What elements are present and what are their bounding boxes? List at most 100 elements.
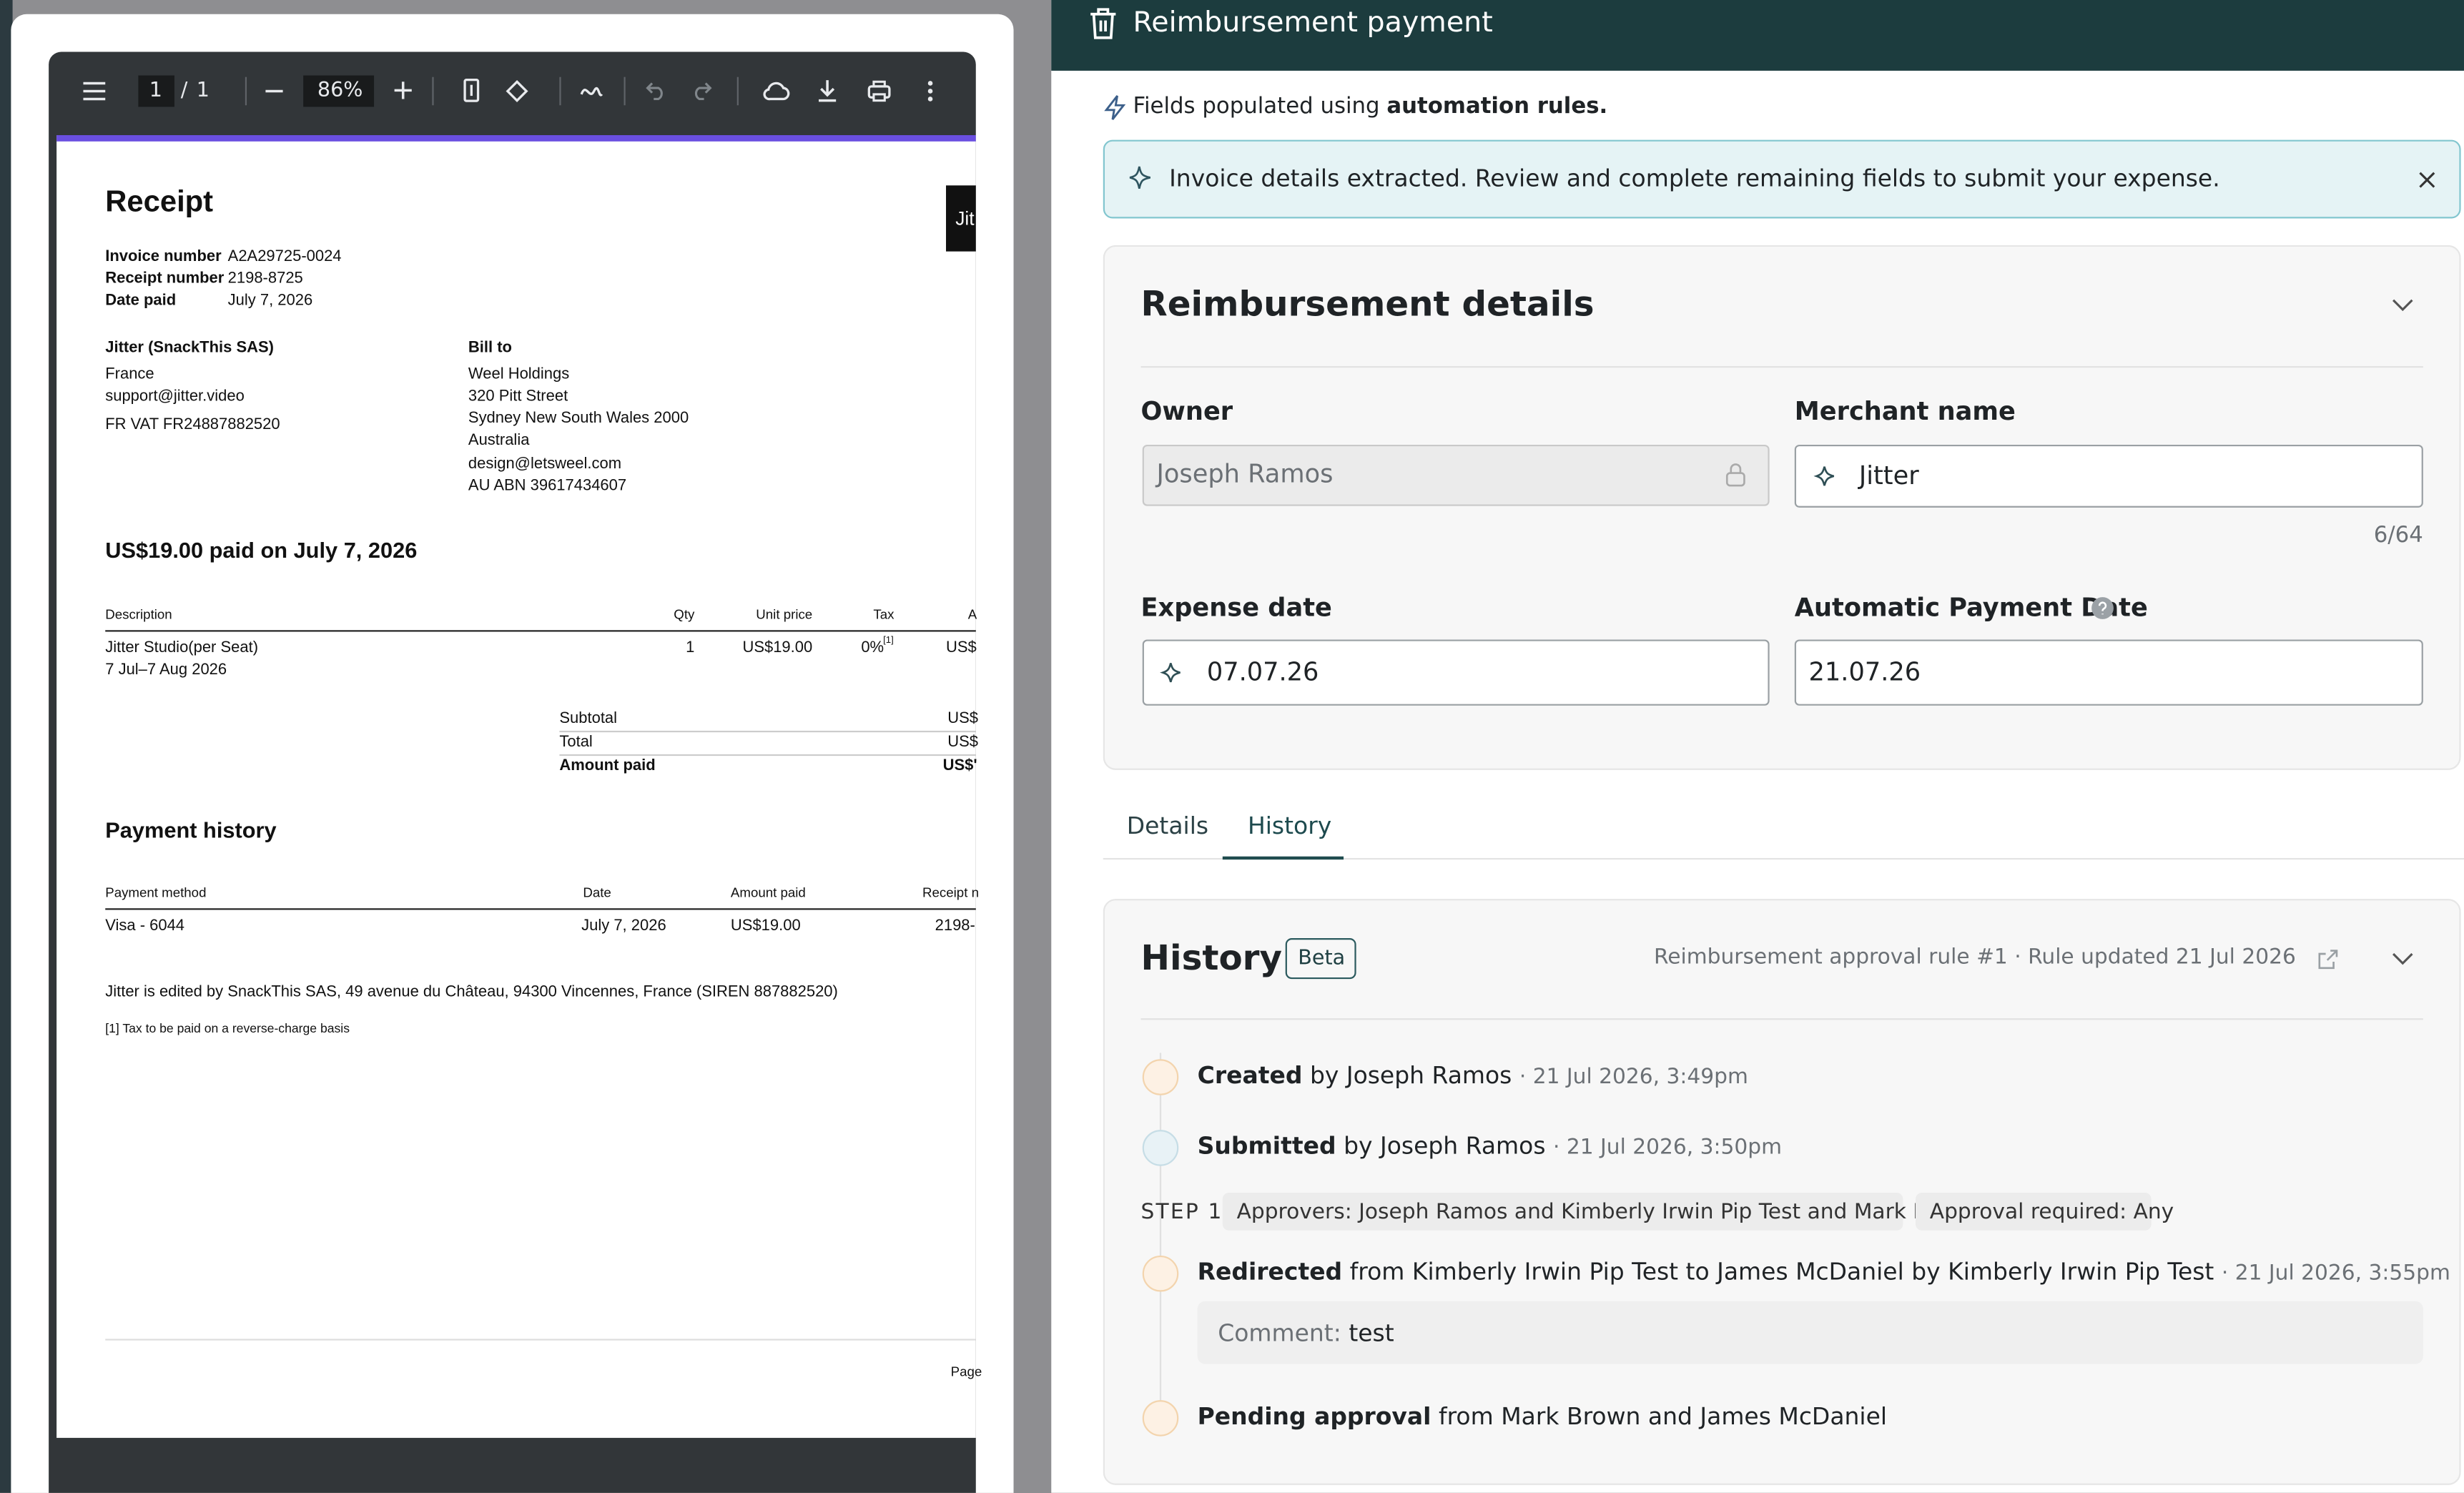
merchant-input[interactable] <box>1794 444 2423 508</box>
zoom-in[interactable] <box>394 82 412 99</box>
separator <box>245 77 247 106</box>
redo-icon[interactable] <box>691 82 712 100</box>
zoom-out[interactable] <box>265 89 283 93</box>
expense-date-input[interactable] <box>1142 639 1770 706</box>
collapse-history[interactable] <box>2392 952 2414 965</box>
footnote: [1] Tax to be paid on a reverse-charge b… <box>105 1021 350 1036</box>
close-banner[interactable] <box>2419 172 2435 188</box>
payment-cell: US$19.00 <box>730 917 801 935</box>
graphic <box>1104 95 1126 120</box>
tab-divider <box>1103 857 2464 860</box>
tab-history[interactable]: History <box>1247 812 1332 840</box>
rule-info: Reimbursement approval rule #1 · Rule up… <box>1653 945 2296 970</box>
item-description: Jitter Studio(per Seat) <box>105 639 259 657</box>
graphic <box>872 93 886 102</box>
zoom-input[interactable] <box>303 75 375 107</box>
separator <box>432 77 434 106</box>
col-header: Description <box>105 606 172 622</box>
rule <box>105 630 976 632</box>
print-icon[interactable] <box>867 80 891 102</box>
more-icon[interactable] <box>927 80 934 102</box>
event-time: · 21 Jul 2026, 3:50pm <box>1553 1135 1783 1161</box>
item-amount: US$ <box>946 639 977 657</box>
graphic <box>872 80 886 88</box>
meta-label: Receipt number <box>105 270 225 288</box>
graphic <box>927 97 933 102</box>
undo-icon[interactable] <box>646 82 666 100</box>
menu-icon[interactable] <box>83 82 106 101</box>
meta-value: 2198-8725 <box>227 270 303 288</box>
fit-icon[interactable] <box>463 78 480 102</box>
chip-text: Approvers: Joseph Ramos and Kimberly Irw… <box>1236 1199 1980 1225</box>
step-label: STEP 1 <box>1140 1199 1223 1225</box>
logo-text: Jit <box>955 207 975 230</box>
bolt-icon <box>1104 95 1126 120</box>
open-rule[interactable] <box>2318 949 2339 970</box>
sparkle-icon <box>1813 466 1835 486</box>
owner-value: Joseph Ramos <box>1156 458 1334 489</box>
graphic <box>819 80 837 102</box>
divider <box>1140 366 2423 368</box>
graphic <box>1813 466 1835 486</box>
collapse-details[interactable] <box>2392 299 2414 312</box>
col-header: Amount paid <box>730 884 806 900</box>
bill-line: design@letsweel.com <box>468 455 622 473</box>
annotate-icon[interactable] <box>580 82 603 100</box>
chip-text: Approval required: Any <box>1929 1199 2174 1225</box>
chip <box>1222 1193 1903 1231</box>
graphic <box>2419 172 2435 188</box>
graphic <box>1730 463 1742 473</box>
automation-link[interactable]: automation rules. <box>1386 94 1608 120</box>
logo: Jit <box>946 185 976 252</box>
graphic <box>83 82 106 101</box>
rule <box>105 1339 976 1341</box>
graphic <box>927 89 933 94</box>
chip <box>1915 1193 2152 1231</box>
event-time: · 21 Jul 2026, 3:55pm <box>2221 1261 2450 1286</box>
comment-label: Comment: <box>1218 1319 1341 1348</box>
bill-to-label: Bill to <box>468 339 512 357</box>
download-icon[interactable] <box>817 80 838 102</box>
seller-line: France <box>105 366 154 384</box>
total-value: US$ <box>947 710 978 728</box>
submitted-icon <box>1142 1130 1179 1166</box>
event-detail: from Mark Brown and James McDaniel <box>1438 1402 1888 1432</box>
graphic <box>506 79 528 102</box>
panel-title: Reimbursement payment <box>1133 6 1493 39</box>
graphic <box>1160 663 1181 683</box>
item-period: 7 Jul–7 Aug 2026 <box>105 661 227 679</box>
help-icon[interactable] <box>2091 597 2114 619</box>
delete-icon[interactable] <box>1089 6 1118 41</box>
amount-heading: US$19.00 paid on July 7, 2026 <box>105 537 418 563</box>
graphic <box>763 82 790 101</box>
expense-date-value: 07.07.26 <box>1206 656 1319 687</box>
bill-line: Sydney New South Wales 2000 <box>468 410 689 428</box>
payment-history-title: Payment history <box>105 817 277 842</box>
event-action: Redirected <box>1197 1257 1343 1286</box>
item-qty: 1 <box>686 639 695 657</box>
page-label: Page <box>950 1364 982 1380</box>
col-header: Unit price <box>756 606 813 622</box>
info-banner <box>1103 139 2461 219</box>
payment-cell: Visa - 6044 <box>105 917 185 935</box>
graphic <box>927 81 933 86</box>
event-action: Created <box>1197 1060 1303 1090</box>
panel-header <box>1051 0 2464 71</box>
page-sep: / <box>180 79 188 103</box>
tab-details[interactable]: Details <box>1126 812 1209 840</box>
bill-line: AU ABN 39617434607 <box>468 478 627 496</box>
auto-date-input[interactable] <box>1794 639 2423 706</box>
drive-icon[interactable] <box>763 80 790 102</box>
col-header: Payment method <box>105 884 207 900</box>
owner-input[interactable] <box>1142 444 1770 506</box>
bill-line: 320 Pitt Street <box>468 388 568 406</box>
rotate-icon[interactable] <box>506 79 530 102</box>
event-action: Pending approval <box>1197 1402 1431 1432</box>
receipt-title: Receipt <box>105 186 214 220</box>
graphic <box>2392 952 2413 965</box>
comment: Comment: test <box>1218 1319 1394 1348</box>
merchant-value: Jitter <box>1858 460 1919 491</box>
page-input[interactable] <box>138 75 174 107</box>
pending-icon <box>1142 1400 1179 1437</box>
